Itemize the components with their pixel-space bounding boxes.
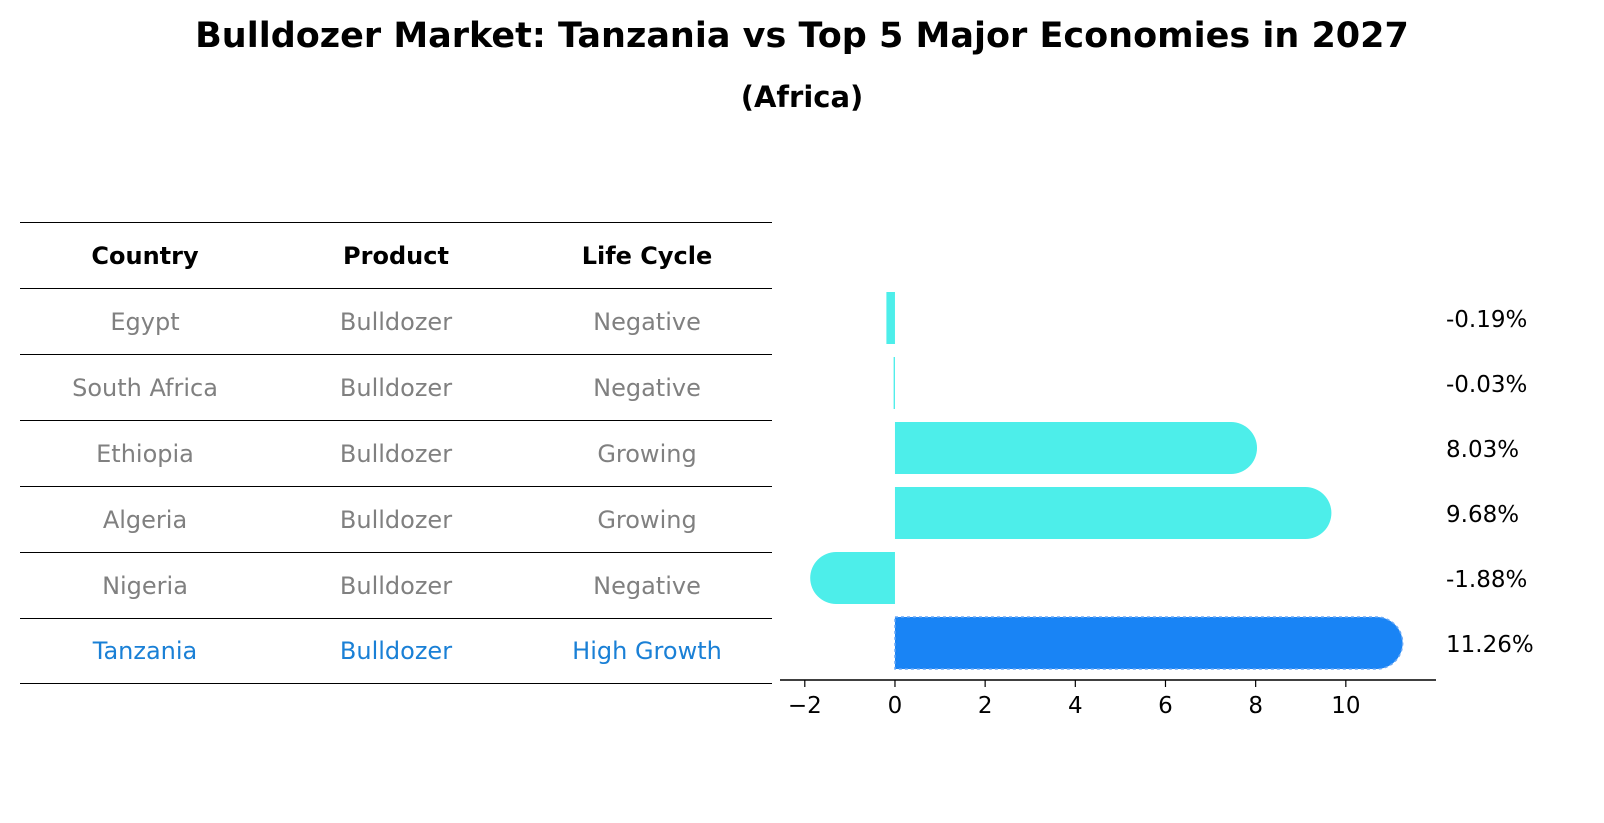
bar-nigeria xyxy=(810,552,895,604)
bar-south-africa xyxy=(893,357,895,409)
cell-country: Nigeria xyxy=(102,571,188,600)
bar-tanzania xyxy=(894,617,1403,669)
table-row: Algeria Bulldozer Growing xyxy=(20,486,772,552)
value-label: -0.19% xyxy=(1446,307,1527,333)
cell-product: Bulldozer xyxy=(339,307,453,336)
value-label: -1.88% xyxy=(1446,567,1527,593)
table-header-row: Country Product Life Cycle xyxy=(20,222,772,288)
cell-country: Algeria xyxy=(102,505,188,534)
data-table: Country Product Life Cycle Egypt Bulldoz… xyxy=(20,222,772,684)
table-row: Egypt Bulldozer Negative xyxy=(20,288,772,354)
x-tick-label: 6 xyxy=(1158,693,1173,719)
table-row: South Africa Bulldozer Negative xyxy=(20,354,772,420)
chart-subtitle: (Africa) xyxy=(740,80,864,114)
bar-ethiopia xyxy=(894,422,1258,474)
header-life-cycle: Life Cycle xyxy=(581,241,713,270)
table-row: Ethiopia Bulldozer Growing xyxy=(20,420,772,486)
table-row-highlight: Tanzania Bulldozer High Growth xyxy=(20,618,772,684)
x-tick-label: 0 xyxy=(888,693,903,719)
cell-life-cycle: Negative xyxy=(593,373,701,402)
bar-egypt xyxy=(886,292,895,344)
x-tick-label: −2 xyxy=(788,693,822,719)
cell-product: Bulldozer xyxy=(339,505,453,534)
header-country: Country xyxy=(91,241,199,270)
cell-life-cycle: Negative xyxy=(593,307,701,336)
cell-life-cycle: Growing xyxy=(597,505,697,534)
cell-life-cycle: Negative xyxy=(593,571,701,600)
value-label: -0.03% xyxy=(1446,372,1527,398)
cell-country: South Africa xyxy=(72,373,218,402)
cell-product: Bulldozer xyxy=(339,439,453,468)
cell-country: Tanzania xyxy=(92,637,198,665)
cell-product: Bulldozer xyxy=(339,373,453,402)
cell-product: Bulldozer xyxy=(339,571,453,600)
table-row: Nigeria Bulldozer Negative xyxy=(20,552,772,618)
x-tick-label: 10 xyxy=(1331,693,1360,719)
cell-country: Egypt xyxy=(110,307,180,336)
bar-highlight-outline xyxy=(894,616,1404,670)
x-tick-label: 4 xyxy=(1068,693,1083,719)
bar-algeria xyxy=(894,487,1332,539)
cell-product: Bulldozer xyxy=(339,637,453,665)
cell-country: Ethiopia xyxy=(96,439,194,468)
value-label: 11.26% xyxy=(1446,632,1534,658)
bar-chart: -0.19% -0.03% 8.03% 9.68% -1.88% 11.26% −2 0 2 4 6… xyxy=(780,292,1534,719)
x-tick-label: 2 xyxy=(978,693,993,719)
cell-life-cycle: High Growth xyxy=(572,637,722,665)
x-tick-label: 8 xyxy=(1248,693,1263,719)
cell-life-cycle: Growing xyxy=(597,439,697,468)
chart-title: Bulldozer Market: Tanzania vs Top 5 Majo… xyxy=(195,16,1409,56)
value-label: 9.68% xyxy=(1446,502,1519,528)
value-label: 8.03% xyxy=(1446,437,1519,463)
header-product: Product xyxy=(343,241,449,270)
